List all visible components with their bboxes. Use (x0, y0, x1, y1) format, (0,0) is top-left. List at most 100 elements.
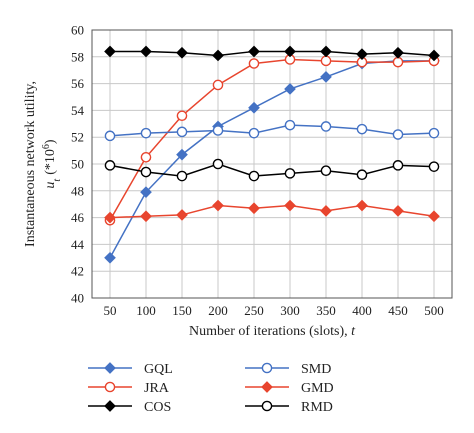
y-axis-title-line1: Instantaneous network utility, (23, 81, 38, 247)
x-tick-label: 200 (208, 303, 228, 318)
data-point-gql (140, 186, 152, 198)
data-point-cos (284, 45, 296, 58)
y-tick-label: 50 (71, 157, 84, 172)
legend-label: COS (144, 400, 171, 415)
data-point-rmd (428, 161, 440, 172)
legend-marker (104, 400, 116, 412)
x-axis-title: Number of iterations (slots), t (189, 324, 356, 339)
x-tick-label: 300 (280, 303, 300, 318)
legend-item-cos: COS (88, 400, 171, 415)
data-point-smd (212, 125, 224, 136)
data-point-smd (140, 127, 152, 139)
data-point-smd (428, 127, 440, 139)
data-point-smd (248, 127, 260, 139)
series-cos (104, 45, 440, 62)
x-tick-label: 250 (244, 303, 264, 318)
data-point-gmd (212, 199, 224, 212)
series-line-gmd (109, 204, 435, 219)
x-tick-label: 450 (388, 303, 408, 318)
data-point-smd (104, 130, 116, 142)
y-tick-label: 40 (71, 291, 84, 306)
data-point-rmd (284, 168, 296, 179)
data-point-jra (392, 56, 404, 68)
x-tick-label: 50 (104, 303, 117, 318)
legend-label: RMD (301, 400, 333, 415)
data-point-gmd (248, 202, 260, 215)
data-point-gmd (320, 205, 332, 217)
data-point-rmd (356, 169, 368, 181)
y-tick-label: 56 (71, 76, 85, 91)
data-point-cos (428, 49, 440, 62)
data-point-gmd (104, 211, 116, 224)
x-tick-label: 350 (316, 303, 336, 318)
legend-label: JRA (144, 381, 170, 396)
series-jra (104, 54, 440, 226)
y-axis-title-line2: ut(*106) (41, 139, 63, 188)
data-point-gmd (356, 199, 368, 212)
x-tick-label: 500 (424, 303, 444, 318)
data-point-gql (248, 101, 260, 114)
x-tick-label: 150 (172, 303, 192, 318)
series-line-jra (109, 58, 435, 221)
y-tick-label: 54 (71, 103, 85, 118)
data-point-cos (248, 45, 260, 58)
legend-item-jra: JRA (88, 381, 170, 396)
data-point-gql (104, 251, 116, 264)
y-tick-label: 46 (71, 210, 85, 225)
data-point-rmd (212, 158, 224, 170)
plot-frame (91, 29, 453, 299)
legend-label: SMD (301, 362, 331, 377)
legend-item-smd: SMD (245, 362, 331, 377)
data-point-gmd (176, 209, 188, 221)
data-point-cos (392, 46, 404, 59)
y-axis-title: Instantaneous network utility, ut(*106) (23, 81, 63, 247)
data-point-jra (320, 55, 332, 67)
series-gql (104, 54, 440, 264)
x-tick-label: 100 (136, 303, 156, 318)
data-point-cos (212, 49, 224, 62)
data-point-smd (392, 129, 404, 140)
legend-marker (261, 381, 273, 393)
legend-marker (261, 400, 273, 412)
data-point-rmd (320, 165, 332, 176)
legend-label: GQL (144, 362, 173, 377)
series-gmd (104, 199, 440, 224)
legend-marker (104, 381, 116, 393)
data-point-cos (140, 45, 152, 58)
data-point-gql (320, 71, 332, 83)
data-point-jra (248, 58, 260, 69)
data-point-cos (104, 45, 116, 58)
data-point-cos (320, 45, 332, 58)
series-line-gql (109, 60, 434, 259)
legend-marker (104, 362, 116, 374)
data-point-jra (176, 110, 188, 122)
data-point-gmd (140, 210, 152, 223)
data-point-rmd (140, 166, 152, 178)
y-tick-label: 52 (71, 130, 84, 145)
data-point-gql (284, 83, 296, 95)
series-layer (104, 45, 440, 264)
data-point-gmd (284, 199, 296, 212)
y-tick-label: 44 (71, 237, 85, 252)
series-line-cos (110, 50, 435, 57)
legend-item-gql: GQL (88, 362, 173, 377)
y-tick-label: 58 (71, 49, 84, 64)
data-point-rmd (176, 170, 188, 182)
legend: GQL JRA COS SMD GMD RMD (88, 362, 334, 415)
data-point-rmd (104, 160, 116, 171)
tick-labels: 40 42 44 46 48 50 52 54 56 58 60 50 100 150 200 250 300 3… (71, 23, 444, 319)
data-point-smd (284, 119, 296, 131)
data-point-gmd (428, 210, 440, 223)
y-tick-label: 48 (71, 183, 84, 198)
data-point-jra (140, 151, 152, 163)
data-point-smd (356, 123, 368, 135)
legend-marker (261, 362, 273, 374)
data-point-rmd (248, 170, 260, 182)
y-tick-label: 60 (71, 23, 84, 38)
data-point-rmd (392, 160, 404, 171)
data-point-gql (176, 148, 188, 161)
y-tick-label: 42 (71, 264, 84, 279)
series-line-rmd (109, 163, 435, 177)
data-point-smd (176, 126, 188, 138)
data-point-cos (176, 46, 188, 59)
